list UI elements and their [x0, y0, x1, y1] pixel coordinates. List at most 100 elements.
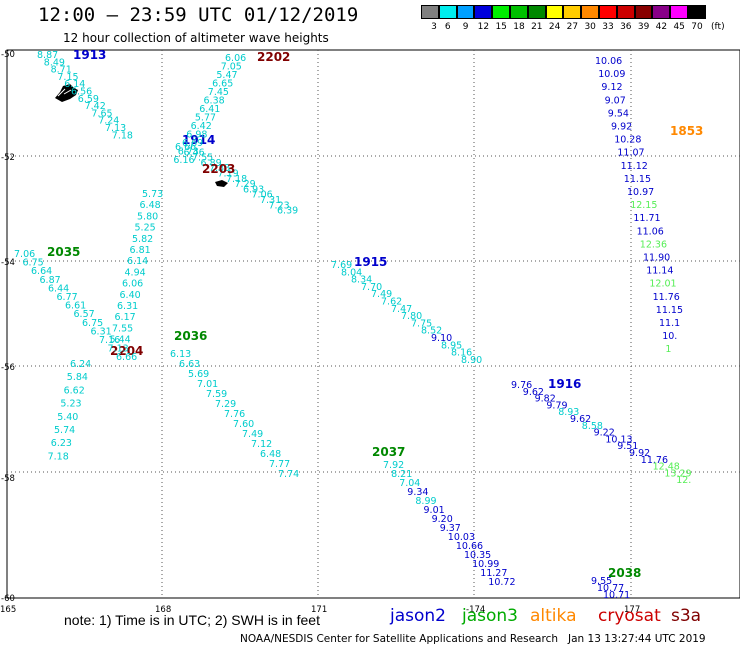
wave-height-value: 10.66: [456, 541, 483, 552]
legend-swatch: [634, 5, 653, 19]
wave-height-value: 9.62: [523, 387, 544, 398]
wave-height-value: 9.10: [431, 333, 452, 344]
wave-height-value: 4.94: [125, 267, 146, 278]
footer: NOAA/NESDIS Center for Satellite Applica…: [240, 633, 706, 645]
wave-height-value: 5.23: [60, 399, 81, 410]
footer-credit: NOAA/NESDIS Center for Satellite Applica…: [240, 633, 558, 645]
wave-height-value: 5.25: [135, 223, 156, 234]
lat-tick-label: -60: [1, 594, 15, 604]
wave-height-value: 5.80: [137, 211, 158, 222]
wave-height-value: 7.92: [383, 460, 404, 471]
wave-height-value: 8.99: [415, 496, 436, 507]
wave-height-value: 6.98: [186, 130, 207, 141]
lat-tick-label: -56: [1, 363, 15, 373]
wave-height-value: 11.07: [617, 148, 644, 159]
legend-swatch: [670, 5, 688, 19]
legend-swatch: [474, 5, 493, 19]
wave-height-value: 9.62: [570, 414, 591, 425]
track-time-label: 2036: [174, 329, 207, 343]
track-time-label: 1914: [182, 133, 215, 147]
wave-height-value: 6.13: [170, 349, 191, 360]
wave-height-value: 6.56: [71, 87, 92, 98]
legend-label: 33: [602, 22, 614, 32]
lon-tick-label: 165: [0, 605, 16, 615]
page-title: 12:00 – 23:59 UTC 01/12/2019: [38, 4, 359, 26]
wave-height-value: 7.47: [391, 304, 412, 315]
legend-label: 27: [566, 22, 579, 32]
wave-height-value: 11.71: [633, 213, 660, 224]
track-time-label: 2203: [202, 162, 235, 176]
wave-height-value: 7.70: [361, 282, 382, 293]
track-time-label: 1853: [670, 124, 703, 138]
wave-height-value: 7.75: [411, 318, 432, 329]
wave-height-value: 9.01: [424, 505, 445, 516]
legend-label: 70: [691, 22, 703, 32]
wave-height-value: 7.18: [112, 130, 133, 141]
legend-label: 45: [673, 22, 685, 32]
wave-height-value: 7.74: [278, 469, 299, 480]
wave-height-value: 6.93: [243, 184, 264, 195]
legend-label: 24: [548, 22, 561, 32]
wave-height-value: 10.77: [597, 583, 624, 594]
wave-height-value: 7.23: [269, 200, 290, 211]
wave-height-value: 6.14: [127, 256, 148, 267]
legend-swatch: [527, 5, 546, 19]
wave-height-value: 6.75: [82, 318, 103, 329]
wave-height-value: 6.77: [57, 292, 78, 303]
wave-height-value: 8.93: [558, 407, 579, 418]
lat-tick-label: -50: [1, 50, 15, 60]
wave-height-value: 10.71: [603, 590, 630, 601]
wave-height-value: 6.14: [64, 79, 85, 90]
wave-height-value: 9.07: [605, 95, 626, 106]
wave-height-value: 10.35: [464, 550, 491, 561]
satellite-name-cryosat: cryosat: [598, 606, 661, 626]
legend-label: 18: [513, 22, 525, 32]
legend-label: 42: [655, 22, 668, 32]
wave-height-value: 7.29: [215, 399, 236, 410]
wave-height-value: 8.49: [44, 57, 65, 68]
wave-height-value: 7.60: [233, 419, 254, 430]
wave-height-value: 6.66: [175, 142, 196, 153]
wave-height-value: 7.05: [221, 62, 242, 73]
island-coast: [57, 88, 72, 97]
note-text: note: 1) Time is in UTC; 2) SWH is in fe…: [64, 612, 320, 628]
wave-height-value: 5.82: [132, 234, 153, 245]
wave-height-value: 7.13: [105, 123, 126, 134]
wave-height-value: 6.38: [204, 96, 225, 107]
legend-label: 6: [444, 22, 451, 32]
wave-height-value: 11.90: [643, 253, 670, 264]
track-time-label: 1913: [73, 48, 106, 62]
wave-height-value: 9.55: [591, 576, 612, 587]
wave-height-value: 11.15: [624, 174, 651, 185]
legend-label: 36: [620, 22, 632, 32]
wave-height-value: 7.12: [251, 439, 272, 450]
wave-height-value: 7.04: [399, 478, 420, 489]
satellite-name-s3a: s3a: [671, 606, 702, 626]
wave-height-value: 5.44: [110, 335, 131, 346]
wave-height-value: 8.90: [461, 355, 482, 366]
wave-height-value: 8.95: [441, 340, 462, 351]
legend-swatch: [421, 5, 439, 19]
wave-height-value: 1: [665, 344, 671, 355]
wave-height-value: 8.21: [391, 469, 412, 480]
legend-label: 21: [531, 22, 543, 32]
wave-height-value: 7.15: [57, 72, 78, 83]
wave-height-value: 10.28: [614, 135, 641, 146]
wave-height-value: 7.62: [381, 297, 402, 308]
wave-height-value: 6.62: [64, 385, 85, 396]
track-time-label: 2202: [257, 50, 290, 64]
wave-height-value: 11.1: [659, 318, 680, 329]
wave-height-value: 6.40: [120, 290, 141, 301]
wave-height-value: 8.34: [351, 275, 372, 286]
wave-height-value: 12.15: [630, 200, 657, 211]
legend-swatch: [599, 5, 617, 19]
lat-tick-label: -54: [1, 258, 15, 268]
legend-swatch: [688, 5, 706, 19]
track-time-label: 2038: [608, 566, 641, 580]
legend-swatch: [545, 5, 564, 19]
wave-height-value: 6.44: [48, 283, 69, 294]
legend-swatch: [563, 5, 582, 19]
wave-height-value: 6.61: [65, 301, 86, 312]
wave-height-value: 11.06: [637, 226, 664, 237]
track-time-label: 2204: [110, 344, 143, 358]
